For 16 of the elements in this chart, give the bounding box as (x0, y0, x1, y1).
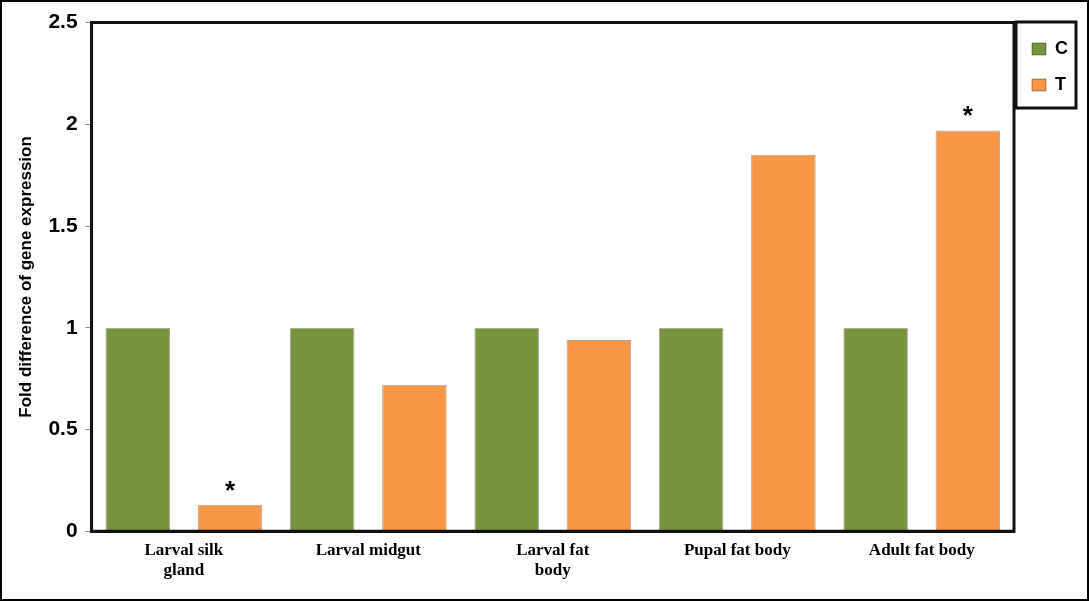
y-tick-label: 2.5 (48, 9, 78, 33)
y-tick-label: 1.5 (48, 212, 78, 236)
x-tick-label: Larval silk gland (144, 539, 224, 580)
x-tick-label: Larval fat body (516, 539, 590, 580)
legend-label: T (1055, 73, 1066, 94)
data-label: * (224, 474, 236, 505)
y-tick-label: 0.5 (48, 416, 78, 440)
x-tick-label: Adult fat body (868, 539, 976, 559)
y-tick-label: 2 (65, 111, 78, 135)
y-axis-title: Fold difference of gene expression (15, 136, 35, 418)
y-tick-label: 0 (65, 518, 78, 541)
data-label: * (962, 100, 974, 131)
x-tick-label: Pupal fat body (683, 539, 792, 559)
legend-label: C (1055, 37, 1068, 58)
y-tick-label: 1 (65, 314, 78, 338)
x-tick-label: Larval midgut (315, 539, 422, 559)
